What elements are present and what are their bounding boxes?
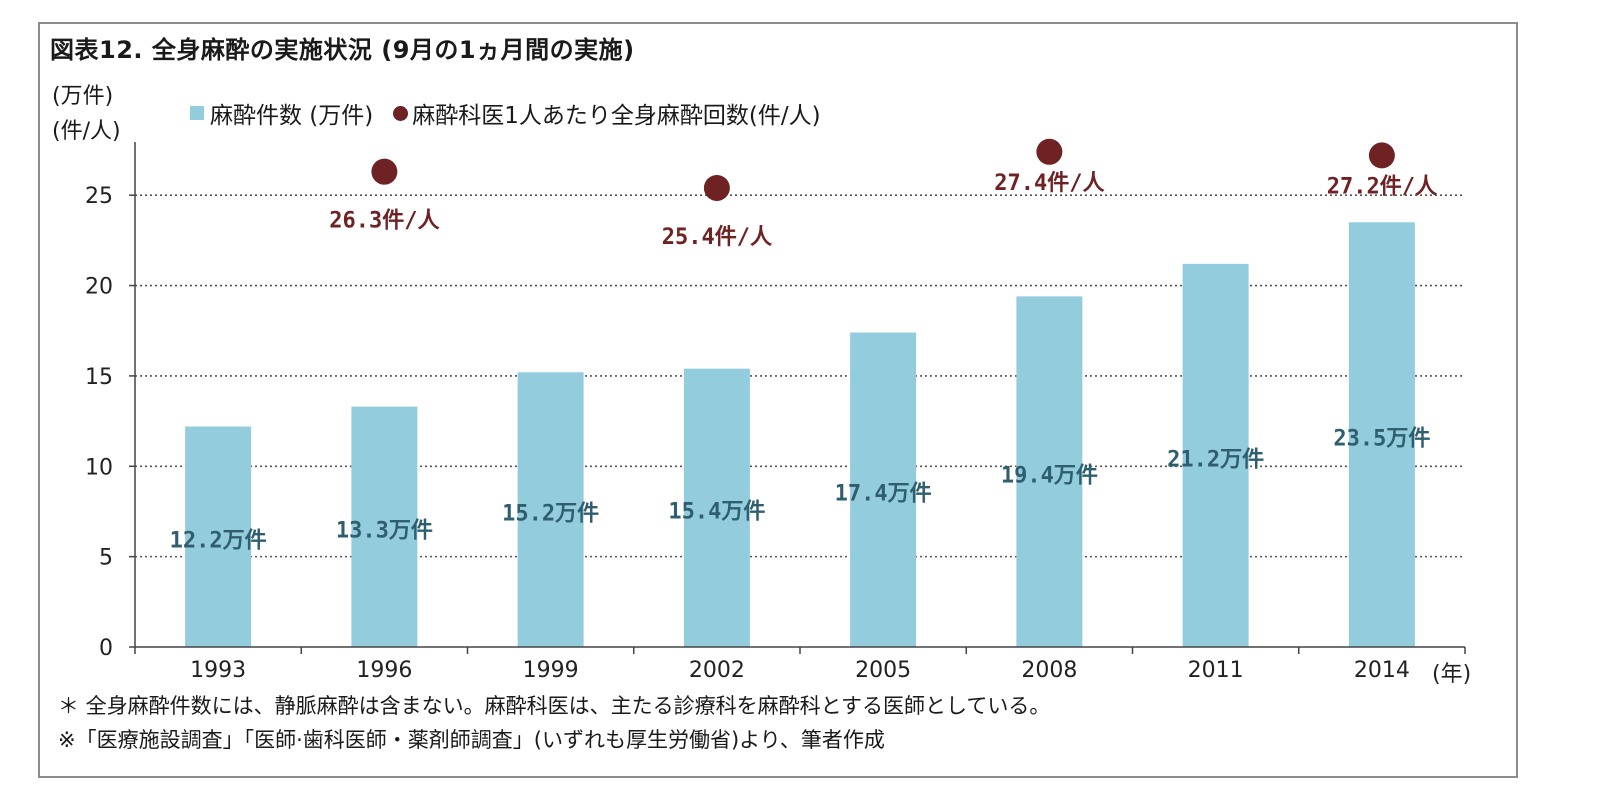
bar-2011 [1182, 263, 1249, 647]
bar-label-1999: 15.2万件 [502, 501, 599, 526]
dot-label-2008: 27.4件/人 [994, 171, 1104, 196]
y-tick-label-15: 15 [85, 365, 113, 390]
bar-1996 [351, 406, 418, 647]
y-axis-unit-secondary: (件/人) [52, 119, 121, 144]
grid-lines [135, 194, 1465, 558]
dot-2014 [1368, 142, 1395, 169]
dot-label-2014: 27.2件/人 [1327, 174, 1437, 199]
x-tick-label-2014: 2014 [1354, 658, 1410, 683]
bars [185, 222, 1415, 648]
footnote-1: ＊ 全身麻酔件数には、静脈麻酔は含まない。麻酔科医は、主たる診療科を麻酔科とする… [58, 694, 1051, 718]
bar-label-2005: 17.4万件 [835, 482, 932, 507]
legend-dot-label: 麻酔科医1人あたり全身麻酔回数(件/人) [412, 103, 821, 129]
dot-2008 [1036, 138, 1063, 165]
bar-2014 [1348, 222, 1415, 648]
bar-label-2002: 15.4万件 [668, 500, 765, 525]
x-tick-label-1993: 1993 [190, 658, 246, 683]
bar-2008 [1016, 296, 1083, 647]
footnote-2: ※「医療施設調査」「医師·歯科医師・薬剤師調査」(いずれも厚生労働省)より、筆者… [58, 728, 885, 752]
y-tick-label-10: 10 [85, 455, 113, 480]
x-tick-label-2011: 2011 [1188, 658, 1244, 683]
bar-label-2008: 19.4万件 [1001, 464, 1098, 489]
x-tick-label-1999: 1999 [523, 658, 579, 683]
y-axis-unit-primary: (万件) [52, 84, 114, 109]
y-tick-label-25: 25 [85, 184, 113, 209]
chart-title: 図表12. 全身麻酔の実施状況 (9月の1ヵ月間の実施) [50, 36, 635, 64]
x-tick-label-1996: 1996 [356, 658, 412, 683]
bar-label-2011: 21.2万件 [1167, 447, 1264, 472]
dot-label-2002: 25.4件/人 [662, 225, 772, 250]
legend-bar-label: 麻酔件数 (万件) [210, 103, 374, 129]
legend-bar-swatch-icon [190, 106, 204, 120]
x-axis-unit: (年) [1432, 662, 1471, 687]
legend-dot-marker-icon [393, 105, 409, 121]
bar-2005 [850, 332, 917, 647]
legend-item-bars: 麻酔件数 (万件) [190, 96, 373, 130]
bar-2002 [683, 368, 750, 647]
axes: 0 5 10 15 20 25 1993 1996 1999 2002 2005 2008 2011 20… [85, 142, 1466, 683]
legend: 麻酔件数 (万件) 麻酔科医1人あたり全身麻酔回数(件/人) [190, 96, 841, 130]
y-tick-label-20: 20 [85, 275, 113, 300]
dot-1996 [371, 158, 398, 185]
dots: 26.3件/人 25.4件/人 27.4件/人 27.2件/人 [329, 138, 1437, 250]
dot-2002 [703, 174, 730, 201]
y-tick-label-0: 0 [99, 636, 113, 661]
data-labels: 12.2万件 13.3万件 15.2万件 15.4万件 17.4万件 19.4万件 21.2… [170, 426, 1431, 553]
chart-frame [38, 22, 1518, 778]
bar-1993 [185, 426, 252, 647]
bar-1999 [517, 372, 584, 647]
bar-label-2014: 23.5万件 [1333, 426, 1430, 451]
bar-label-1993: 12.2万件 [170, 529, 267, 554]
bar-label-1996: 13.3万件 [336, 519, 433, 544]
y-tick-label-5: 5 [99, 546, 113, 571]
x-tick-label-2002: 2002 [689, 658, 745, 683]
dot-label-1996: 26.3件/人 [329, 209, 439, 234]
x-tick-label-2008: 2008 [1021, 658, 1077, 683]
x-tick-label-2005: 2005 [855, 658, 911, 683]
legend-item-dots: 麻酔科医1人あたり全身麻酔回数(件/人) [393, 96, 821, 130]
